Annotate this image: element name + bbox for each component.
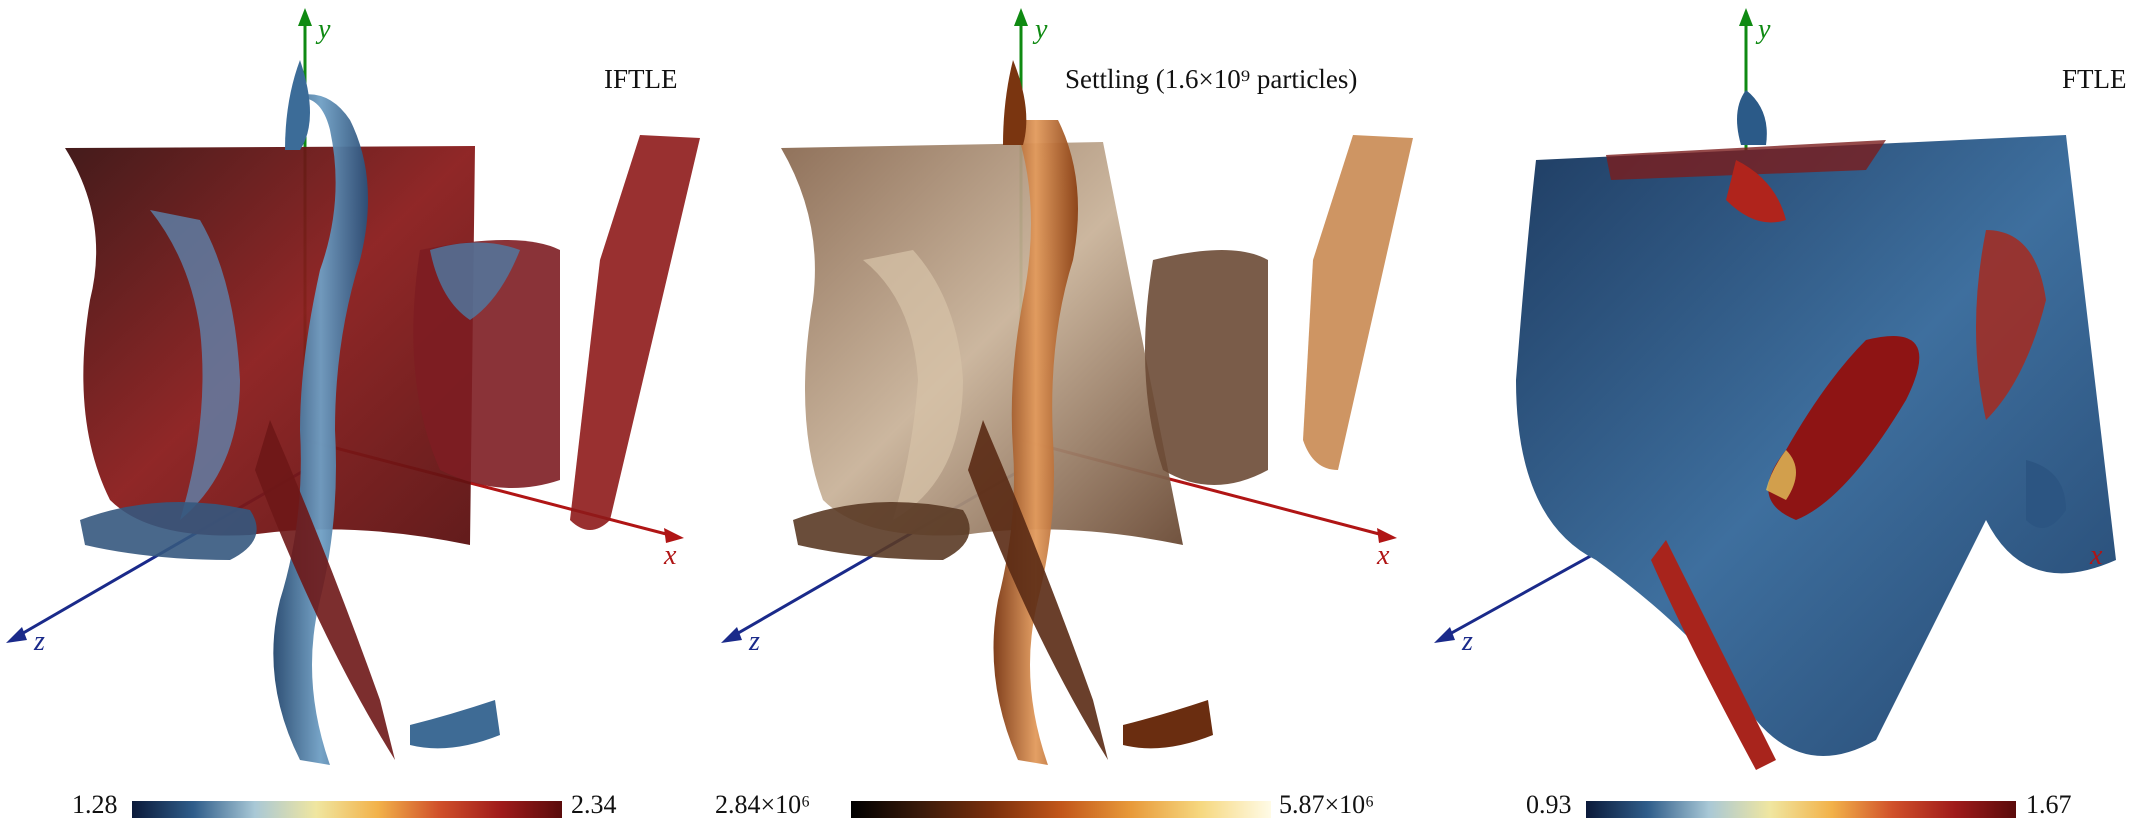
x-axis-label: x — [1377, 540, 1390, 571]
colorbar-max-label: 5.87×10⁶ — [1279, 790, 1375, 819]
colorbar-min-label: 0.93 — [1526, 790, 1572, 819]
panel-title: Settling (1.6×10⁹ particles) — [1065, 64, 1358, 94]
x-axis-arrow — [664, 528, 684, 543]
y-axis-arrow — [298, 8, 312, 26]
ftle-surface-render — [1434, 8, 2116, 770]
z-axis-label: z — [1462, 626, 1473, 657]
panel-title: IFTLE — [604, 64, 678, 94]
z-axis-arrow — [721, 627, 742, 643]
panel-iftle: IFTLE y x z 1.28 2.34 — [0, 0, 713, 839]
y-axis-label: y — [1035, 14, 1048, 45]
colorbar-max-label: 2.34 — [571, 790, 617, 819]
y-axis-arrow — [1014, 8, 1028, 26]
colorbar-min-label: 2.84×10⁶ — [715, 790, 811, 819]
iftle-surface-render — [6, 8, 700, 766]
y-axis-label: y — [1758, 14, 1771, 45]
colorbar-min-label: 1.28 — [72, 790, 118, 819]
z-axis-label: z — [749, 626, 760, 657]
panel-ftle: FTLE y x z 0.93 1.67 — [1426, 0, 2139, 839]
panel-title: FTLE — [2062, 64, 2127, 94]
z-axis-arrow — [1434, 627, 1455, 643]
settling-particle-render — [721, 8, 1413, 765]
colorbar-max-label: 1.67 — [2026, 790, 2072, 819]
z-axis-arrow — [6, 627, 27, 643]
panel-settling: Settling (1.6×10⁹ particles) y x z 2.84×… — [713, 0, 1426, 839]
colorbar — [1586, 801, 2016, 818]
y-axis-label: y — [318, 14, 331, 45]
colorbar — [132, 801, 562, 818]
x-axis-arrow — [1377, 528, 1397, 543]
colorbar — [851, 801, 1271, 818]
z-axis-label: z — [34, 626, 45, 657]
y-axis-arrow — [1739, 8, 1753, 26]
x-axis-label: x — [2090, 540, 2103, 571]
x-axis-label: x — [664, 540, 677, 571]
